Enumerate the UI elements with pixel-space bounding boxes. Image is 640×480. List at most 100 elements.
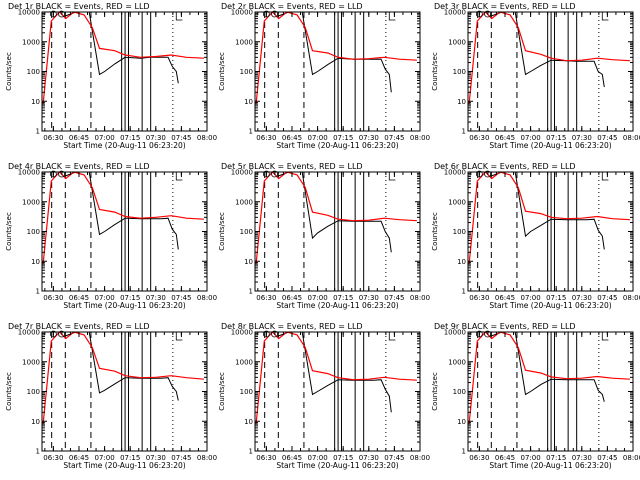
x-tick-label: 07:00 (307, 294, 327, 302)
panel-title: Det 2r BLACK = Events, RED = LLD (221, 2, 363, 11)
x-axis-label: Start Time (20-Aug-11 06:23:20) (63, 301, 185, 310)
lld-series-line (255, 12, 417, 105)
x-tick-label: 06:45 (282, 134, 302, 142)
marker-bracket (175, 12, 183, 21)
x-tick-label: 06:45 (69, 134, 89, 142)
x-tick-label: 06:30 (43, 454, 63, 462)
x-tick-label: 07:45 (171, 294, 191, 302)
y-tick-label: 10000 (231, 329, 253, 337)
x-tick-label: 07:30 (359, 294, 379, 302)
lld-series-line (42, 332, 204, 425)
x-tick-label: 07:45 (171, 454, 191, 462)
marker-bracket (388, 12, 396, 21)
events-series-line (276, 172, 392, 253)
y-axis-label: Counts/sec (5, 372, 13, 411)
y-axis-label: Counts/sec (218, 372, 226, 411)
lld-series-line (468, 12, 630, 105)
marker-circle (58, 170, 65, 178)
x-tick-label: 06:45 (69, 454, 89, 462)
events-series-line (63, 12, 179, 84)
x-tick-label: 06:30 (469, 294, 489, 302)
marker-circle (484, 170, 491, 178)
x-tick-label: 07:45 (597, 454, 617, 462)
x-tick-label: 07:45 (384, 454, 404, 462)
panel-1: Det 1r BLACK = Events, RED = LLD 1 10 100 10… (5, 2, 217, 150)
x-tick-label: 06:30 (469, 454, 489, 462)
events-series-line (276, 332, 392, 413)
x-tick-label: 07:00 (520, 134, 540, 142)
x-tick-label: 07:00 (520, 294, 540, 302)
x-axis-label: Start Time (20-Aug-11 06:23:20) (489, 461, 611, 470)
y-tick-label: 1 (462, 128, 466, 136)
x-tick-label: 08:00 (623, 134, 640, 142)
marker-bracket (601, 332, 609, 341)
x-tick-label: 08:00 (623, 294, 640, 302)
y-axis-label: Counts/sec (218, 52, 226, 91)
plot-frame (254, 11, 421, 132)
events-series-line (276, 12, 392, 93)
panel-title: Det 5r BLACK = Events, RED = LLD (221, 162, 363, 171)
x-axis-label: Start Time (20-Aug-11 06:23:20) (63, 141, 185, 150)
x-tick-label: 08:00 (197, 454, 217, 462)
x-tick-label: 06:30 (469, 134, 489, 142)
marker-circle (271, 330, 278, 338)
x-tick-label: 07:30 (572, 454, 592, 462)
y-tick-label: 1 (249, 288, 253, 296)
y-tick-label: 100 (453, 388, 466, 396)
lld-series-line (255, 332, 417, 425)
plot-frame (467, 331, 634, 452)
x-tick-label: 07:15 (333, 454, 353, 462)
marker-circle (58, 330, 65, 338)
marker-bracket (601, 12, 609, 21)
panel-title: Det 6r BLACK = Events, RED = LLD (434, 162, 576, 171)
y-tick-label: 100 (453, 68, 466, 76)
x-tick-label: 06:45 (282, 294, 302, 302)
x-tick-label: 07:30 (572, 134, 592, 142)
y-tick-label: 1 (462, 288, 466, 296)
panel-title: Det 1r BLACK = Events, RED = LLD (8, 2, 150, 11)
marker-circle (484, 10, 491, 18)
x-tick-label: 07:00 (94, 294, 114, 302)
y-tick-label: 1 (36, 448, 40, 456)
panel-title: Det 7r BLACK = Events, RED = LLD (8, 322, 150, 331)
marker-circle (484, 330, 491, 338)
x-tick-label: 06:30 (43, 294, 63, 302)
x-tick-label: 07:15 (546, 294, 566, 302)
marker-circle (271, 170, 278, 178)
x-tick-label: 07:15 (333, 294, 353, 302)
y-tick-label: 1000 (22, 38, 40, 46)
y-tick-label: 10000 (444, 9, 466, 17)
y-tick-label: 10 (31, 258, 40, 266)
x-tick-label: 06:30 (256, 134, 276, 142)
y-tick-label: 10000 (18, 329, 40, 337)
marker-circle (58, 10, 65, 18)
panel-4: Det 4r BLACK = Events, RED = LLD 1 10 100 10… (5, 162, 217, 310)
y-tick-label: 10000 (231, 169, 253, 177)
x-axis-label: Start Time (20-Aug-11 06:23:20) (276, 301, 398, 310)
panel-title: Det 8r BLACK = Events, RED = LLD (221, 322, 363, 331)
marker-bracket (175, 332, 183, 341)
panel-8: Det 8r BLACK = Events, RED = LLD 1 10 100 10… (218, 322, 430, 470)
x-tick-label: 07:00 (307, 454, 327, 462)
x-tick-label: 08:00 (623, 454, 640, 462)
panel-title: Det 4r BLACK = Events, RED = LLD (8, 162, 150, 171)
plot-area (255, 332, 417, 451)
x-tick-label: 08:00 (410, 294, 430, 302)
x-tick-label: 07:30 (359, 134, 379, 142)
y-tick-label: 10 (31, 418, 40, 426)
y-tick-label: 10 (31, 98, 40, 106)
panel-title: Det 9r BLACK = Events, RED = LLD (434, 322, 576, 331)
y-tick-label: 1000 (235, 198, 253, 206)
x-tick-label: 07:15 (546, 454, 566, 462)
events-series-line (489, 172, 605, 250)
x-tick-label: 07:00 (94, 134, 114, 142)
x-tick-label: 07:15 (120, 454, 140, 462)
y-tick-label: 10 (244, 258, 253, 266)
plot-area (468, 12, 630, 131)
y-tick-label: 100 (453, 228, 466, 236)
plot-frame (467, 171, 634, 292)
y-tick-label: 1 (249, 448, 253, 456)
lld-series-line (468, 172, 630, 265)
x-tick-label: 06:30 (256, 454, 276, 462)
x-axis-label: Start Time (20-Aug-11 06:23:20) (276, 461, 398, 470)
